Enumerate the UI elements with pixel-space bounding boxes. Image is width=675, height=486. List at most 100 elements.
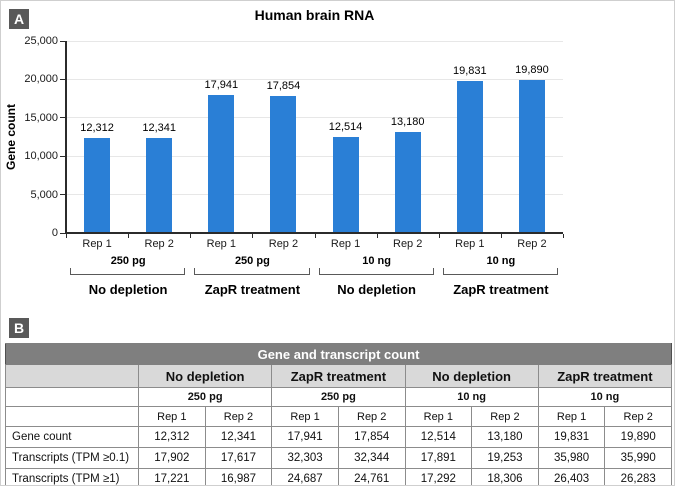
rep-header: Rep 1: [138, 406, 206, 427]
x-axis-tick: [563, 234, 564, 238]
row-label: Transcripts (TPM ≥1): [5, 468, 139, 485]
treatment-header: ZapR treatment: [537, 364, 673, 388]
y-axis-label: Gene count: [4, 104, 18, 171]
x-axis-tick: [376, 234, 378, 238]
bar-value-label: 19,831: [452, 64, 487, 77]
amount-header: 10 ng: [537, 387, 673, 407]
table-cell: 32,303: [271, 447, 339, 469]
table-cell: 17,941: [271, 426, 339, 448]
treatment-label: ZapR treatment: [204, 282, 301, 297]
y-tick-label: 20,000: [24, 73, 58, 86]
table-cell: 17,292: [404, 468, 473, 485]
row-label: Gene count: [5, 426, 139, 448]
treatment-header: ZapR treatment: [271, 364, 406, 388]
bar-value-label: 12,341: [142, 122, 177, 135]
bar: [146, 138, 173, 232]
amount-header: 250 pg: [271, 387, 406, 407]
bar-value-label: 17,941: [204, 79, 239, 92]
y-axis: [65, 41, 67, 234]
treatment-header: No depletion: [137, 364, 273, 388]
y-tick-label: 15,000: [24, 111, 58, 124]
gridline: [66, 40, 563, 42]
row-label: Transcripts (TPM ≥0.1): [5, 447, 139, 469]
table-cell: 17,891: [404, 447, 473, 469]
table-cell: 19,890: [604, 426, 672, 448]
treatment-label: ZapR treatment: [453, 282, 549, 297]
rep-header: Rep 2: [471, 406, 539, 427]
rep-label: Rep 2: [393, 238, 423, 250]
x-axis-tick: [252, 234, 254, 238]
chart-title: Human brain RNA: [254, 7, 375, 23]
table-title: Gene and transcript count: [5, 343, 672, 365]
bar: [456, 80, 483, 232]
table-cell: 26,283: [604, 468, 672, 485]
y-tick-label: 0: [51, 227, 58, 239]
group-bracket: [70, 268, 186, 275]
rep-header: Rep 1: [271, 406, 339, 427]
gridline: [66, 155, 563, 157]
y-tick-label: 10,000: [24, 150, 58, 163]
amount-label: 10 ng: [486, 255, 516, 267]
table-cell: 17,854: [337, 426, 406, 448]
bar-value-label: 13,180: [390, 115, 425, 128]
y-tick-label: 25,000: [24, 35, 58, 47]
gridline: [66, 194, 563, 196]
table-cell: 18,306: [471, 468, 539, 485]
panel-a-badge: A: [9, 9, 29, 29]
amount-label: 10 ng: [362, 255, 391, 267]
table-cell: 35,980: [537, 447, 606, 469]
group-bracket: [318, 268, 434, 275]
rep-label: Rep 2: [144, 238, 174, 250]
table-cell: 19,831: [537, 426, 606, 448]
rep-header: Rep 1: [537, 406, 606, 427]
y-tick-label: 5,000: [30, 188, 58, 201]
bar: [270, 95, 297, 232]
y-tick-mark: [60, 232, 65, 234]
table-cell: 24,761: [337, 468, 406, 485]
table-cell: 35,990: [604, 447, 672, 469]
bar: [208, 95, 235, 232]
panel-a-chart: A Human brain RNA Gene count 25,000 20,00…: [1, 1, 674, 313]
table-row: Transcripts (TPM ≥0.1) 17,902 17,617 32,…: [5, 447, 672, 469]
table-cell: 13,180: [471, 426, 539, 448]
amount-label: 250 pg: [110, 255, 146, 267]
y-tick-mark: [60, 194, 65, 196]
y-tick-mark: [60, 78, 65, 80]
rep-label: Rep 2: [517, 238, 547, 250]
table-corner-cell: [5, 364, 139, 388]
bar-value-label: 12,514: [328, 120, 363, 133]
treatment-label: No depletion: [88, 282, 168, 297]
table-row: Gene count 12,312 12,341 17,941 17,854 1…: [5, 426, 672, 448]
table-cell: 17,221: [138, 468, 206, 485]
gridline: [66, 117, 563, 119]
y-tick-mark: [60, 40, 65, 42]
bar-value-label: 12,312: [80, 122, 114, 135]
rep-label: Rep 1: [330, 238, 361, 250]
treatment-header: No depletion: [404, 364, 539, 388]
table-empty-cell: [5, 387, 139, 407]
amount-label: 250 pg: [234, 255, 270, 267]
x-axis: [65, 232, 563, 234]
table-cell: 26,403: [537, 468, 606, 485]
rep-header: Rep 2: [337, 406, 406, 427]
rep-label: Rep 1: [82, 238, 112, 250]
table-cell: 32,344: [337, 447, 406, 469]
table-cell: 12,514: [404, 426, 473, 448]
x-axis-tick: [190, 234, 192, 238]
table-cell: 12,341: [204, 426, 273, 448]
gridline: [66, 78, 563, 80]
bar: [394, 131, 421, 232]
group-bracket: [442, 268, 558, 275]
x-axis-tick: [66, 234, 67, 238]
table-empty-cell: [5, 406, 139, 427]
table-cell: 12,312: [138, 426, 206, 448]
x-axis-tick: [500, 234, 502, 238]
table-cell: 17,617: [204, 447, 273, 469]
treatment-label: No depletion: [337, 282, 416, 297]
x-axis-tick: [314, 234, 316, 238]
table-cell: 24,687: [271, 468, 339, 485]
panel-b-badge: B: [9, 318, 29, 338]
amount-header: 250 pg: [137, 387, 273, 407]
bar-value-label: 19,890: [515, 64, 549, 77]
